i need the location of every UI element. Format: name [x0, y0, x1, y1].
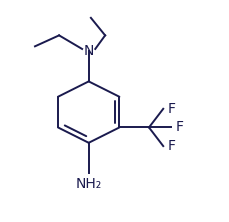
Text: N: N [83, 44, 93, 58]
Text: NH₂: NH₂ [75, 177, 101, 191]
Text: F: F [175, 121, 183, 135]
Text: F: F [167, 102, 175, 116]
Text: F: F [167, 139, 175, 153]
